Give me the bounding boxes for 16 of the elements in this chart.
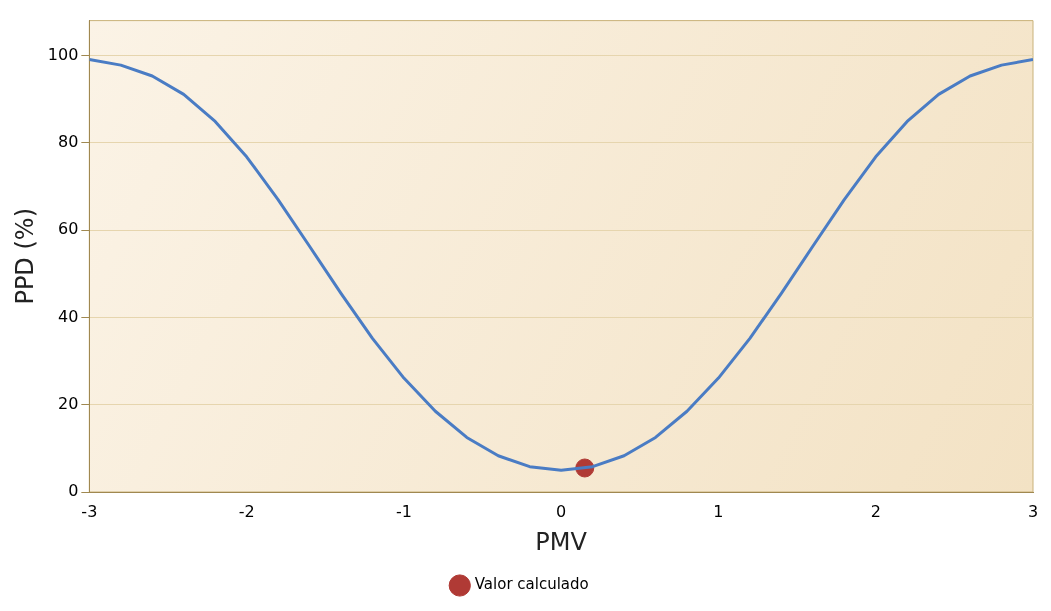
x-tick-label: 2 (870, 501, 881, 521)
y-tick-label: 0 (68, 481, 79, 501)
x-tick-label: -1 (395, 501, 412, 521)
x-tick-label: 0 (556, 501, 567, 521)
x-tick-label: 3 (1027, 501, 1039, 521)
y-tick-label: 80 (57, 131, 79, 151)
x-tick-label: -2 (238, 501, 255, 521)
y-tick-label: 60 (57, 219, 79, 239)
y-tick-label: 40 (57, 306, 79, 326)
x-tick-label: -3 (81, 501, 98, 521)
y-tick-label: 100 (47, 44, 79, 64)
x-tick-label: 1 (713, 501, 724, 521)
y-axis-title: PPD (%) (10, 208, 39, 305)
legend-label: Valor calculado (474, 575, 589, 594)
x-axis-title: PMV (535, 527, 588, 556)
y-tick-label: 20 (57, 393, 79, 413)
